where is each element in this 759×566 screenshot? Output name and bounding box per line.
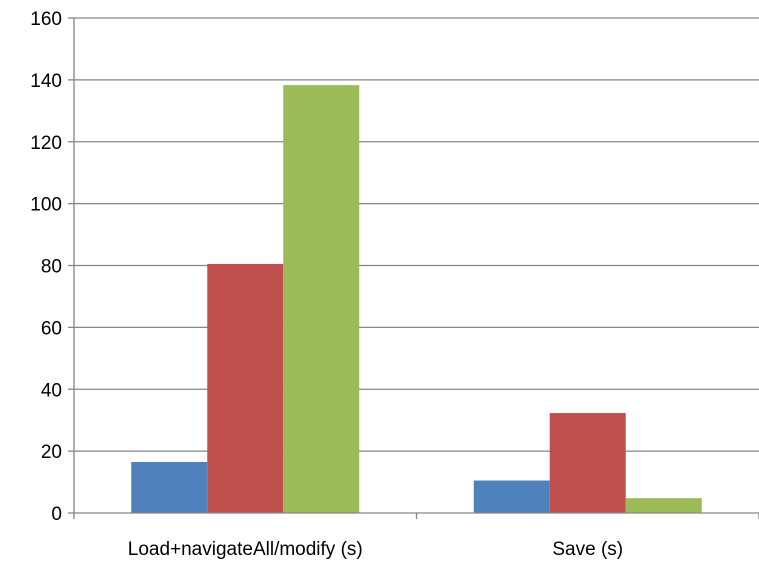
bar: [283, 85, 360, 514]
axis-labels: 0 20 40 60 80 100 120 140 160 Load+navigateAll/mo…: [30, 9, 623, 560]
y-tick-label: 40: [41, 380, 62, 401]
gridlines: [74, 17, 759, 452]
bars: [131, 85, 702, 514]
bar: [549, 413, 626, 513]
y-tick-label: 0: [51, 504, 62, 525]
x-category-label: Load+navigateAll/modify (s): [128, 539, 363, 560]
y-tick-label: 60: [41, 318, 62, 339]
y-tick-label: 140: [30, 71, 62, 92]
y-tick-label: 20: [41, 442, 62, 463]
bar: [207, 263, 284, 513]
y-tick-label: 120: [30, 133, 62, 154]
bar: [625, 498, 702, 513]
y-tick-label: 80: [41, 257, 62, 278]
x-category-label: Save (s): [552, 539, 623, 560]
y-tick-label: 100: [30, 195, 62, 216]
bar: [131, 461, 208, 513]
y-tick-label: 160: [30, 9, 62, 30]
axes: [68, 17, 759, 519]
bar: [473, 480, 550, 513]
